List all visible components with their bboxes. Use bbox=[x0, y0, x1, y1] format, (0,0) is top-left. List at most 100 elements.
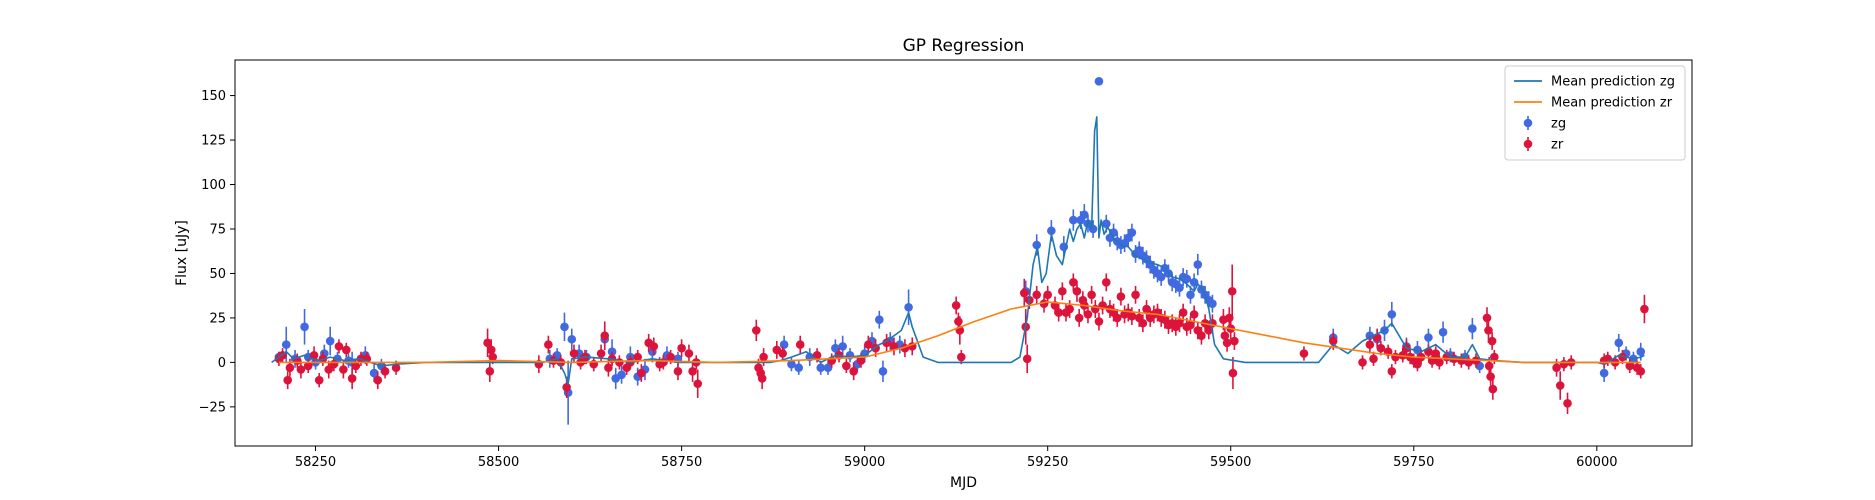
point-zr-50 bbox=[677, 343, 686, 353]
point-zr-105 bbox=[1116, 292, 1126, 301]
point-zr-88 bbox=[1058, 286, 1067, 296]
point-zr-35 bbox=[596, 349, 606, 358]
point-zr-125 bbox=[1189, 310, 1199, 319]
point-zg-50 bbox=[1047, 226, 1056, 236]
point-zg-83 bbox=[1193, 260, 1203, 269]
point-zr-14 bbox=[341, 345, 351, 355]
point-zr-30 bbox=[562, 382, 571, 392]
x-tick-label-3: 59000 bbox=[844, 455, 885, 470]
point-zr-61 bbox=[778, 349, 787, 358]
point-zr-78 bbox=[957, 352, 966, 362]
point-zg-52 bbox=[1069, 215, 1078, 225]
point-zr-133 bbox=[1222, 338, 1232, 348]
point-zg-35 bbox=[816, 363, 826, 373]
point-zr-93 bbox=[1074, 313, 1084, 323]
point-zr-90 bbox=[1065, 304, 1074, 314]
point-zr-83 bbox=[1032, 290, 1042, 300]
point-zr-109 bbox=[1131, 290, 1140, 300]
x-tick-label-5: 59500 bbox=[1210, 455, 1251, 470]
point-zr-104 bbox=[1112, 313, 1122, 323]
point-zr-136 bbox=[1227, 286, 1237, 296]
point-zg-7 bbox=[325, 336, 335, 346]
point-zr-180 bbox=[1625, 361, 1635, 371]
point-zg-32 bbox=[787, 359, 796, 369]
point-zr-6 bbox=[303, 361, 313, 371]
x-axis: 58250 58500 58750 59000 59250 59500 59750 60000 bbox=[295, 446, 1617, 470]
point-zg-106 bbox=[1636, 347, 1646, 357]
point-zg-24 bbox=[617, 370, 626, 380]
point-zg-43 bbox=[875, 315, 884, 325]
y-tick-label-2: 25 bbox=[209, 311, 226, 326]
y-tick-label-3: 50 bbox=[209, 267, 226, 282]
point-zr-168 bbox=[1487, 336, 1497, 346]
point-zr-69 bbox=[864, 340, 873, 349]
point-zr-108 bbox=[1127, 311, 1137, 321]
point-zr-97 bbox=[1087, 290, 1096, 300]
y-axis-label: Flux [uJy] bbox=[174, 220, 190, 286]
x-tick-label-1: 58500 bbox=[478, 455, 519, 470]
x-tick-label-7: 60000 bbox=[1576, 455, 1617, 470]
point-zg-31 bbox=[779, 340, 789, 349]
point-zr-169 bbox=[1488, 384, 1498, 394]
point-zg-54 bbox=[1080, 210, 1089, 220]
point-zr-147 bbox=[1387, 366, 1397, 376]
point-zr-164 bbox=[1482, 313, 1492, 323]
point-zr-153 bbox=[1413, 359, 1422, 369]
point-zr-127 bbox=[1197, 331, 1206, 341]
point-zr-37 bbox=[604, 363, 613, 373]
point-zr-173 bbox=[1559, 359, 1569, 369]
line-mean-prediction-zr bbox=[278, 301, 1641, 364]
point-zr-59 bbox=[759, 352, 768, 362]
point-zg-57 bbox=[1094, 77, 1104, 86]
point-zr-166 bbox=[1484, 361, 1494, 371]
y-tick-label-6: 125 bbox=[201, 134, 226, 149]
point-zr-79 bbox=[1019, 288, 1029, 298]
point-zr-8 bbox=[314, 375, 324, 385]
point-zr-124 bbox=[1186, 320, 1195, 330]
point-zr-142 bbox=[1365, 340, 1375, 349]
point-zr-122 bbox=[1178, 308, 1188, 317]
point-zr-66 bbox=[842, 361, 851, 371]
point-zr-76 bbox=[954, 317, 963, 326]
point-zg-78 bbox=[1175, 283, 1184, 292]
point-zr-58 bbox=[757, 374, 767, 383]
point-zr-36 bbox=[600, 331, 610, 341]
point-zr-10 bbox=[324, 365, 334, 374]
legend-marker-2 bbox=[1523, 118, 1533, 128]
y-tick-label-1: 0 bbox=[218, 356, 226, 371]
plot-frame bbox=[234, 59, 1693, 447]
point-zr-87 bbox=[1054, 308, 1063, 317]
point-zr-170 bbox=[1490, 352, 1499, 362]
point-zr-45 bbox=[649, 342, 659, 351]
x-tick-label-6: 59750 bbox=[1393, 455, 1434, 470]
point-zr-16 bbox=[351, 361, 361, 371]
point-zg-97 bbox=[1438, 327, 1448, 337]
point-zr-129 bbox=[1204, 326, 1214, 335]
point-zr-5 bbox=[296, 365, 306, 374]
legend-label-3: zr bbox=[1551, 138, 1564, 153]
point-zg-38 bbox=[838, 342, 847, 351]
point-zg-82 bbox=[1189, 278, 1199, 287]
point-zr-72 bbox=[889, 342, 899, 351]
point-zr-112 bbox=[1142, 304, 1151, 314]
point-zr-21 bbox=[391, 363, 401, 373]
point-zr-145 bbox=[1376, 343, 1386, 353]
point-zg-80 bbox=[1182, 274, 1192, 284]
point-zg-1 bbox=[281, 340, 291, 349]
legend-box bbox=[1504, 65, 1686, 161]
legend-marker-3 bbox=[1523, 139, 1533, 149]
point-zg-81 bbox=[1186, 290, 1195, 300]
x-axis-label: MJD bbox=[950, 475, 977, 491]
point-zg-92 bbox=[1387, 310, 1397, 319]
legend-label-0: Mean prediction zg bbox=[1551, 75, 1675, 90]
point-zg-103 bbox=[1614, 338, 1624, 348]
point-zr-75 bbox=[951, 301, 961, 310]
point-zg-18 bbox=[567, 334, 577, 344]
point-zr-67 bbox=[849, 366, 858, 376]
plot-area bbox=[271, 77, 1649, 425]
point-zr-43 bbox=[637, 368, 646, 378]
point-zg-49 bbox=[1032, 240, 1042, 250]
point-zr-165 bbox=[1484, 326, 1493, 335]
point-zg-87 bbox=[1208, 299, 1217, 308]
